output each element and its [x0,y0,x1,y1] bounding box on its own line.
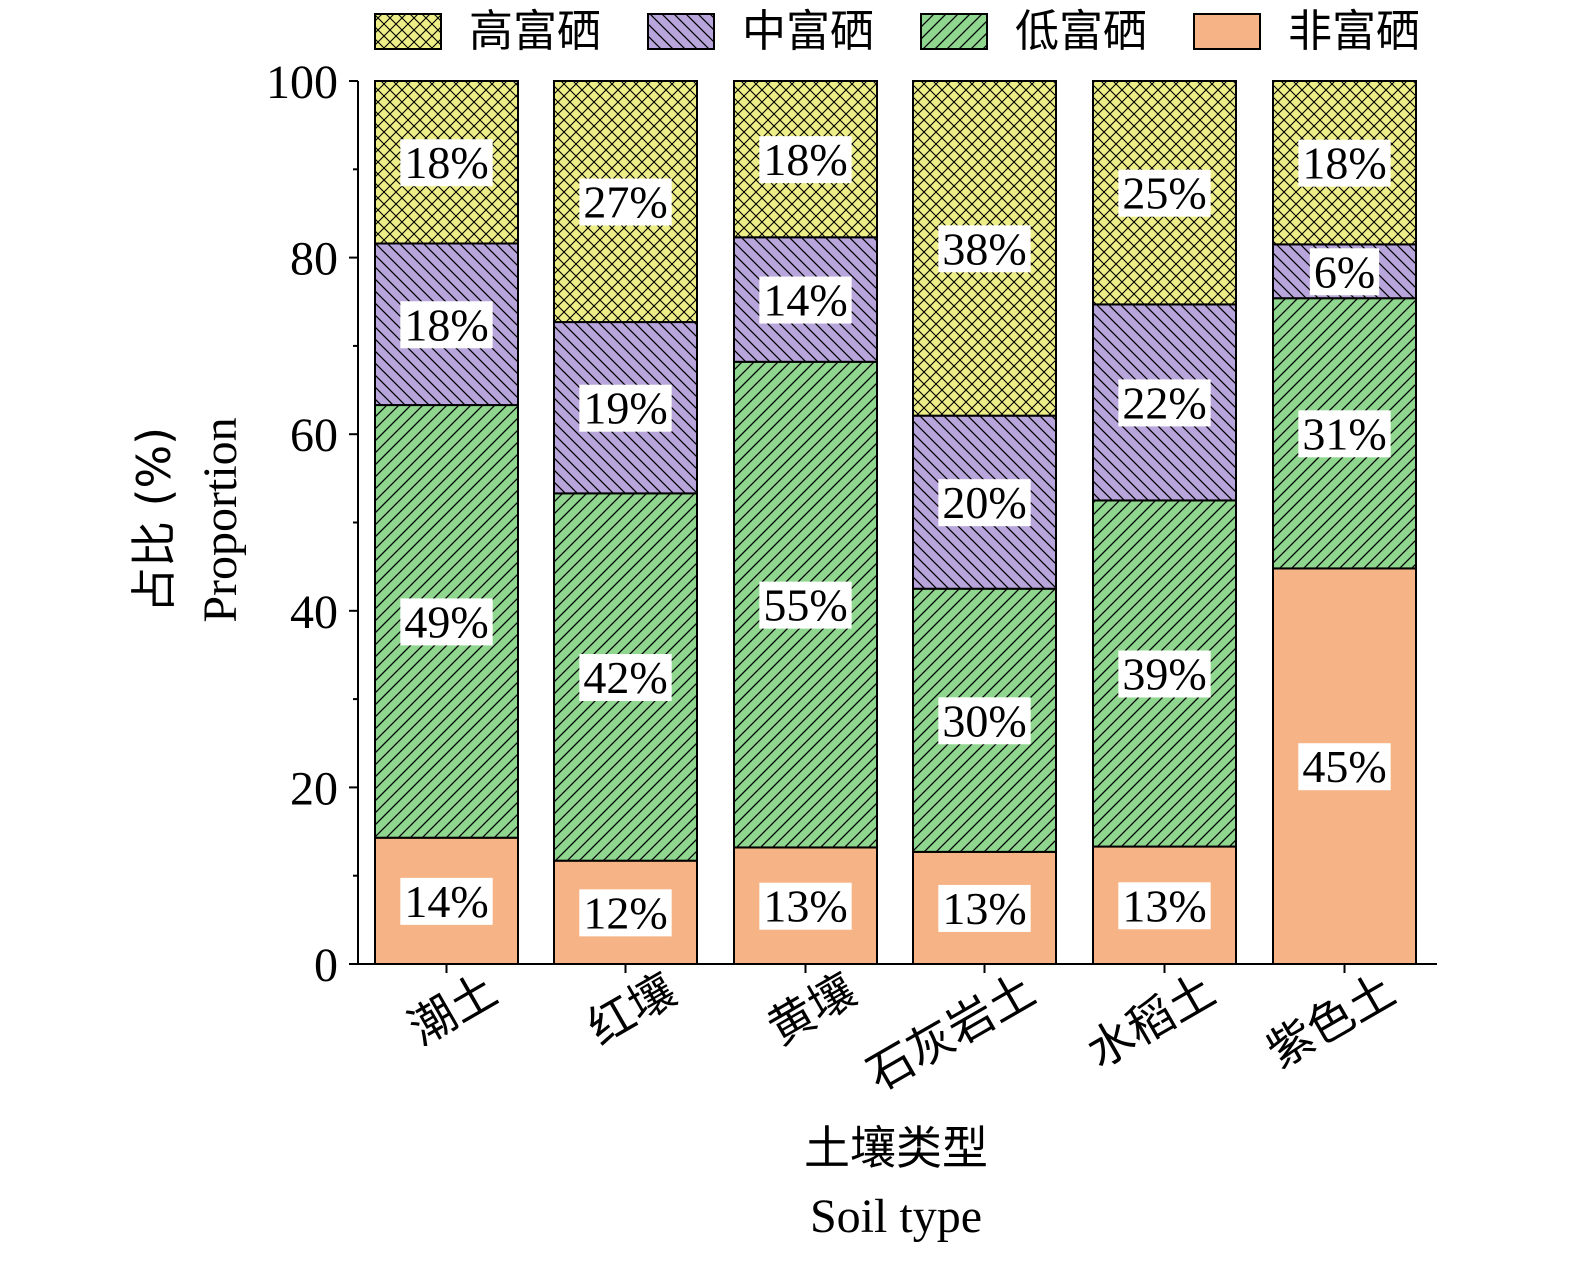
x-tick-label: 红壤 [578,963,685,1056]
y-tick-20: 20 [290,762,358,815]
svg-text:25%: 25% [1122,168,1206,219]
data-label-6-1: 45% [1298,741,1391,792]
x-tick-6: 紫色土 [1257,963,1404,1079]
data-label-5-1: 13% [1118,880,1211,931]
data-label-5-4: 25% [1118,168,1211,219]
y-ticks: 0 20 40 60 80 100 [266,56,358,992]
data-label-1-2: 49% [400,596,493,647]
legend-label: 非富硒 [1288,6,1420,57]
data-label-4-2: 30% [938,695,1031,746]
x-axis-title-en: Soil type [810,1190,982,1243]
x-tick-label: 水稻土 [1077,963,1224,1079]
y-tick-60: 60 [290,409,358,462]
y-axis-title-cn: 占比 (%) [127,427,181,613]
x-tick-5: 水稻土 [1077,963,1224,1079]
data-label-2-4: 27% [579,177,672,228]
svg-text:31%: 31% [1302,408,1386,459]
svg-text:22%: 22% [1122,377,1206,428]
x-tick-label: 潮土 [399,963,506,1056]
svg-text:19%: 19% [583,383,667,434]
svg-text:39%: 39% [1122,648,1206,699]
y-tick-0: 0 [314,939,358,992]
bar-segment-3-2 [733,360,878,849]
data-label-1-4: 18% [400,137,493,188]
data-label-2-3: 19% [579,383,672,434]
y-tick-label: 40 [290,586,338,639]
svg-text:13%: 13% [942,883,1026,934]
data-label-5-3: 22% [1118,377,1211,428]
svg-text:49%: 49% [404,596,488,647]
y-tick-100: 100 [266,56,358,109]
bars-layer [374,80,1417,966]
svg-text:18%: 18% [404,299,488,350]
legend-item-2: 中富硒 [647,6,874,57]
legend-swatch [920,13,988,50]
data-label-2-1: 12% [579,887,672,938]
svg-text:42%: 42% [583,652,667,703]
legend-swatch [1193,13,1261,50]
data-label-6-4: 18% [1298,138,1391,189]
svg-text:45%: 45% [1302,741,1386,792]
svg-text:6%: 6% [1314,246,1375,297]
legend-swatch [647,13,715,50]
x-tick-3: 黄壤 [758,963,865,1056]
x-tick-label: 黄壤 [758,963,865,1056]
y-tick-label: 80 [290,233,338,286]
legend-label: 中富硒 [742,6,874,57]
legend-label: 高富硒 [469,6,601,57]
data-label-4-4: 38% [938,223,1031,274]
x-axis-title-cn: 土壤类型 [804,1121,988,1175]
svg-text:27%: 27% [583,177,667,228]
legend-label: 低富硒 [1015,6,1147,57]
x-tick-1: 潮土 [399,963,506,1056]
bar-segment-6-2 [1272,297,1417,570]
svg-text:18%: 18% [763,134,847,185]
data-label-1-3: 18% [400,299,493,350]
svg-text:55%: 55% [763,580,847,631]
data-label-5-2: 39% [1118,648,1211,699]
svg-text:18%: 18% [1302,138,1386,189]
y-tick-label: 60 [290,409,338,462]
svg-text:18%: 18% [404,137,488,188]
data-label-3-3: 14% [759,275,852,326]
legend-item-3: 低富硒 [920,6,1147,57]
svg-text:14%: 14% [404,876,488,927]
y-tick-80: 80 [290,233,358,286]
x-tick-label: 石灰岩土 [858,963,1044,1102]
y-tick-label: 0 [314,939,338,992]
bar-segment-6-4 [1272,80,1417,246]
legend-item-4: 非富硒 [1193,6,1420,57]
x-tick-2: 红壤 [578,963,685,1056]
data-label-3-4: 18% [759,134,852,185]
x-tick-label: 紫色土 [1257,963,1404,1079]
data-label-3-1: 13% [759,881,852,932]
x-tick-4: 石灰岩土 [858,963,1044,1102]
svg-text:14%: 14% [763,275,847,326]
legend-swatch [374,13,442,50]
svg-text:12%: 12% [583,887,667,938]
data-label-4-3: 20% [938,477,1031,528]
y-tick-40: 40 [290,586,358,639]
data-label-6-2: 31% [1298,408,1391,459]
segment-labels-layer: 14% 49% 18% 18% 12% 42% 19% 27% 13% 55% 14% 18% 13% 3… [400,134,1391,938]
data-label-4-1: 13% [938,883,1031,934]
data-label-1-1: 14% [400,876,493,927]
data-label-6-3: 6% [1309,246,1380,297]
svg-text:13%: 13% [1122,880,1206,931]
y-axis-title-en: Proportion [194,417,247,622]
legend-item-1: 高富硒 [374,6,601,57]
y-tick-label: 20 [290,762,338,815]
data-label-3-2: 55% [759,580,852,631]
bar-segment-4-4 [912,80,1057,417]
svg-text:20%: 20% [942,477,1026,528]
data-label-2-2: 42% [579,652,672,703]
svg-text:38%: 38% [942,223,1026,274]
legend: 高富硒 中富硒 低富硒 非富硒 [374,6,1420,57]
svg-text:13%: 13% [763,881,847,932]
svg-text:30%: 30% [942,695,1026,746]
y-tick-label: 100 [266,56,338,109]
